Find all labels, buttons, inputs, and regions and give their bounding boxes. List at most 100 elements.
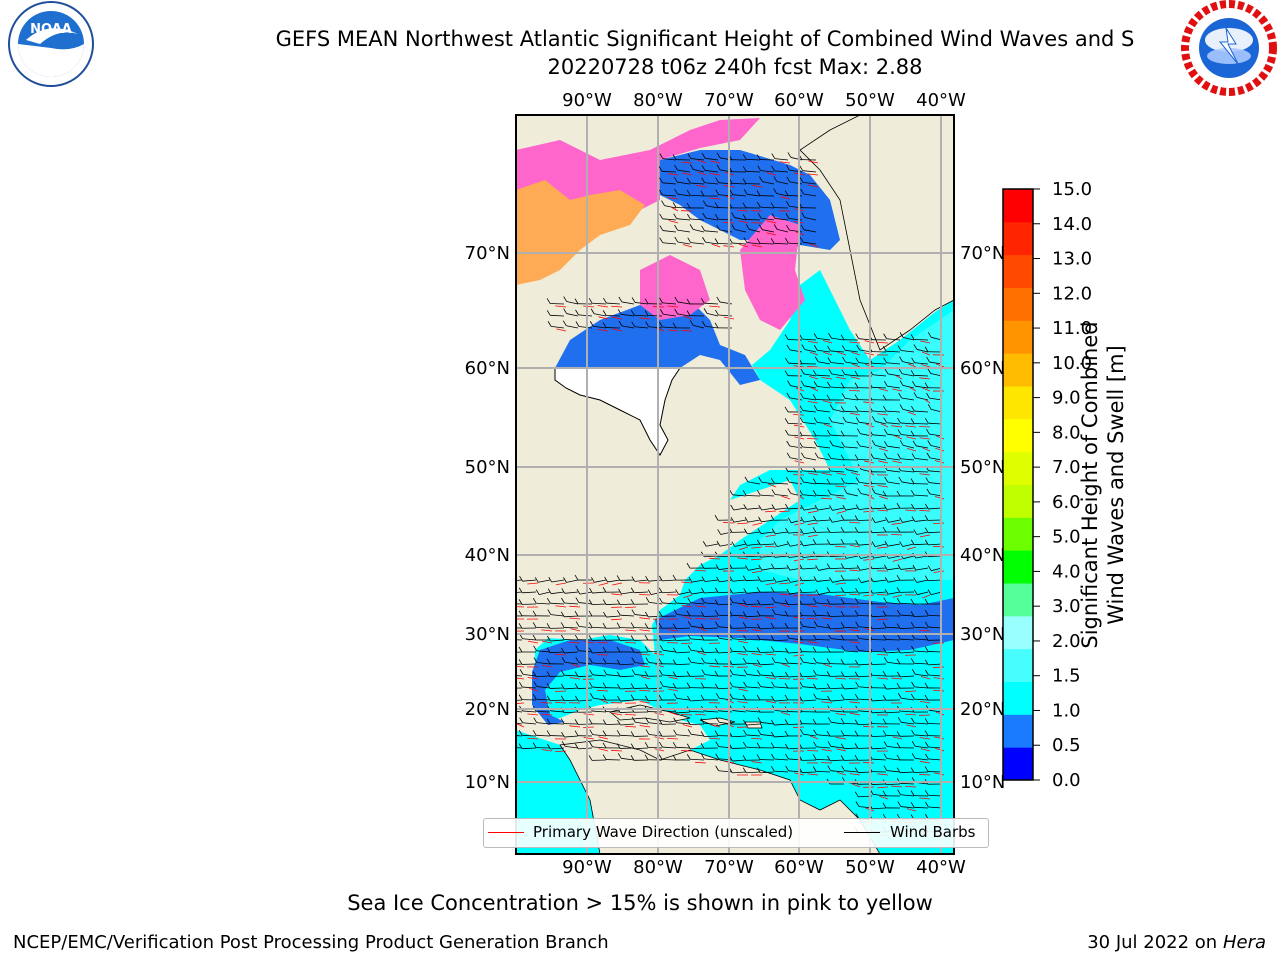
wind-barb-flag: [546, 647, 551, 653]
wind-barb: [886, 711, 901, 714]
wind-barb: [760, 722, 775, 725]
wind-barb-flag: [701, 597, 705, 604]
wind-barb-flag: [617, 695, 621, 702]
wind-barb-flag: [913, 589, 918, 595]
wind-barb-flag: [784, 719, 789, 725]
wind-barb: [747, 481, 761, 485]
wind-barb: [621, 313, 635, 317]
wind-barb: [704, 627, 719, 630]
wind-barb: [901, 697, 915, 701]
wind-barb: [774, 507, 789, 510]
wind-barb: [817, 349, 831, 353]
wind-barb-flag: [729, 669, 734, 675]
wind-barb-flag: [548, 576, 553, 583]
wind-barb-flag: [686, 190, 691, 196]
wave-direction-arrow: [527, 677, 539, 680]
wind-barb-flag: [560, 611, 565, 618]
wind-barb-flag: [828, 416, 833, 423]
wave-direction-arrow: [822, 400, 833, 404]
lat-label-left: 20°N: [465, 699, 510, 720]
wind-barb: [887, 746, 901, 749]
wind-barb: [578, 326, 593, 329]
wind-barb-flag: [883, 417, 888, 423]
wind-barb-flag: [631, 717, 636, 723]
wind-barb-flag: [659, 225, 664, 231]
wave-direction-arrow: [781, 711, 791, 716]
wind-barb: [662, 158, 677, 161]
wind-barb-flag: [716, 224, 720, 231]
wind-barb-flag: [687, 237, 692, 243]
wind-barb-flag: [800, 504, 805, 511]
wind-barb: [873, 555, 887, 559]
wind-barb-flag: [840, 659, 845, 665]
wind-barb-flag: [658, 611, 663, 617]
wind-barb-flag: [672, 623, 677, 629]
wind-barb: [606, 302, 621, 305]
colorbar-title-line1: Significant Height of Combined: [1078, 321, 1102, 649]
wind-barb-flag: [910, 418, 915, 424]
wind-barb: [790, 457, 803, 461]
wind-barb-flag: [924, 790, 929, 796]
wave-direction-arrow: [807, 173, 819, 176]
wind-barb: [875, 420, 887, 425]
wind-barb-flag: [575, 657, 580, 663]
wind-barb: [900, 638, 915, 641]
wave-direction-arrow: [639, 317, 651, 320]
wind-barb: [917, 591, 929, 596]
wind-barb: [704, 758, 719, 761]
wind-barb-flag: [631, 657, 636, 663]
wind-barb: [536, 675, 551, 677]
wind-barb: [844, 446, 859, 449]
colorbar-segment: [1003, 583, 1033, 617]
wind-barb-flag: [631, 321, 636, 327]
wind-barb-flag: [884, 440, 888, 447]
wave-direction-arrow: [933, 689, 945, 692]
wind-barb: [830, 687, 845, 690]
wind-barb: [872, 410, 887, 413]
wind-barb-flag: [547, 743, 551, 750]
wind-barb-flag: [616, 659, 621, 665]
wind-barb: [746, 579, 761, 582]
wind-barb-flag: [743, 237, 748, 243]
wind-barb-flag: [812, 610, 817, 616]
wind-barb: [900, 614, 915, 617]
wind-barb-flag: [563, 296, 567, 302]
wave-direction-arrow: [655, 327, 665, 332]
wind-barb-flag: [841, 645, 845, 652]
wind-barb-flag: [700, 563, 705, 569]
wind-barb: [578, 747, 593, 750]
wind-barb-flag: [896, 658, 901, 665]
wind-barb-flag: [758, 516, 762, 523]
wind-barb-flag: [771, 597, 776, 603]
wind-barb: [915, 555, 929, 559]
wind-barb: [900, 350, 915, 353]
wind-barb-flag: [576, 588, 581, 595]
wind-barb-flag: [742, 575, 747, 581]
wind-barb-flag: [925, 503, 929, 510]
wind-barb-flag: [854, 597, 859, 604]
wind-barb-flag: [786, 164, 790, 171]
wind-barb-flag: [786, 476, 790, 483]
wind-barb: [774, 758, 789, 761]
wind-barb-flag: [687, 729, 692, 735]
wave-direction-arrows: [516, 159, 945, 836]
wind-barb-flag: [897, 417, 901, 424]
wind-barb-flag: [673, 213, 678, 219]
wind-barb-flag: [729, 597, 734, 603]
wind-barb-flag: [842, 504, 847, 511]
wind-barb: [791, 519, 803, 524]
wind-barb-flag: [687, 597, 692, 603]
wind-barb-flag: [700, 718, 705, 724]
wind-barb: [802, 435, 817, 437]
wind-barb-flag: [574, 671, 579, 677]
wind-barb-flag: [784, 622, 789, 629]
wind-barb-flag: [799, 405, 804, 411]
wind-barb-flag: [800, 368, 805, 375]
wind-barb-flag: [827, 695, 831, 702]
gulf-of-mexico-blue: [532, 640, 645, 725]
wind-barb: [803, 229, 817, 233]
wave-direction-arrow: [906, 724, 917, 728]
wave-direction-arrow: [751, 605, 763, 608]
wind-barb-flag: [534, 577, 539, 583]
wave-direction-arrow: [709, 557, 721, 560]
